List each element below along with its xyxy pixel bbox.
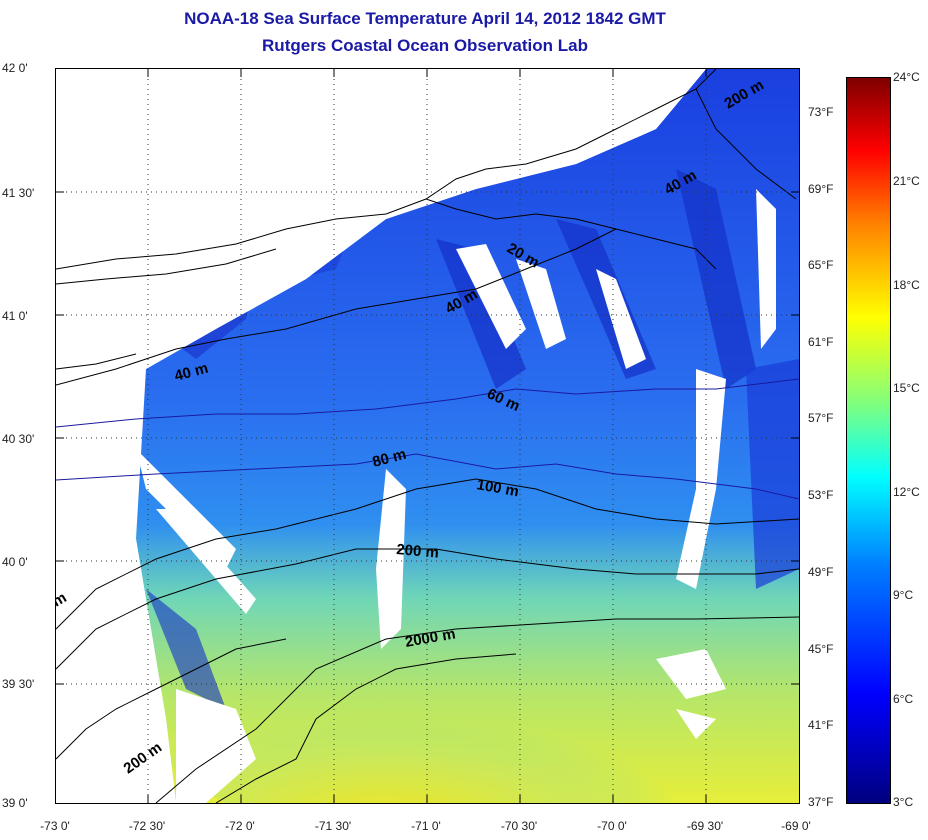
lat-label-41-30: 41 30' [2, 186, 35, 200]
sst-map-canvas: 200 m 40 m 20 m 40 m 40 m 60 m 80 m 100 … [56, 69, 799, 803]
axis-ticks [56, 69, 799, 803]
bathymetry-contours [56, 228, 799, 803]
fahrenheit-label-65: 65°F [808, 258, 834, 272]
celsius-label-12: 12°C [893, 485, 920, 499]
lat-label-41: 41 0' [2, 309, 28, 323]
lat-label-42: 42 0' [2, 61, 28, 75]
lon-label-70: -70 0' [597, 819, 627, 833]
sst-map: 200 m 40 m 20 m 40 m 40 m 60 m 80 m 100 … [55, 68, 800, 804]
celsius-label-3: 3°C [893, 795, 914, 809]
lon-label-71-30: -71 30' [314, 819, 352, 833]
celsius-label-21: 21°C [893, 174, 920, 188]
fahrenheit-label-45: 45°F [808, 642, 834, 656]
celsius-label-18: 18°C [893, 278, 920, 292]
contour-label-200m-center: 200 m [396, 541, 440, 562]
lon-label-69-30: -69 30' [686, 819, 724, 833]
lon-label-71: -71 0' [411, 819, 441, 833]
fahrenheit-label-57: 57°F [808, 411, 834, 425]
fahrenheit-label-41: 41°F [808, 718, 834, 732]
fahrenheit-label-69: 69°F [808, 182, 834, 196]
fahrenheit-label-73: 73°F [808, 105, 834, 119]
celsius-label-15: 15°C [893, 381, 920, 395]
fahrenheit-label-61: 61°F [808, 335, 834, 349]
fahrenheit-label-37: 37°F [808, 795, 834, 809]
lat-label-39-30: 39 30' [2, 677, 35, 691]
celsius-label-9: 9°C [893, 588, 914, 602]
lon-label-69: -69 0' [781, 819, 811, 833]
celsius-label-6: 6°C [893, 692, 914, 706]
lat-label-40: 40 0' [2, 555, 28, 569]
lon-label-72-30: -72 30' [128, 819, 166, 833]
lon-label-73: -73 0' [40, 819, 70, 833]
temperature-colorbar [846, 77, 891, 804]
map-title: NOAA-18 Sea Surface Temperature April 14… [184, 9, 666, 28]
lon-label-72: -72 0' [225, 819, 255, 833]
lat-label-39: 39 0' [2, 796, 28, 810]
map-subtitle: Rutgers Coastal Ocean Observation Lab [262, 36, 588, 55]
lat-label-40-30: 40 30' [2, 432, 35, 446]
celsius-label-24: 24°C [893, 70, 920, 84]
lon-label-70-30: -70 30' [500, 819, 538, 833]
fahrenheit-label-49: 49°F [808, 565, 834, 579]
fahrenheit-label-53: 53°F [808, 488, 834, 502]
cloud-mask [56, 69, 776, 803]
